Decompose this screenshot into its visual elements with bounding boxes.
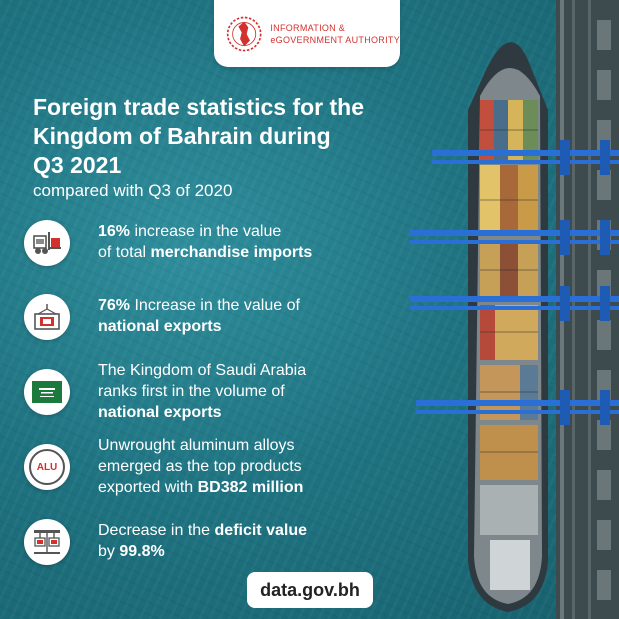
website-link[interactable]: data.gov.bh bbox=[247, 572, 373, 608]
deficit-line2-pre: by bbox=[98, 543, 120, 560]
title-line1: Foreign trade statistics for the bbox=[33, 94, 365, 120]
imports-text: increase in the value bbox=[130, 223, 282, 240]
org-name-line1: INFORMATION & bbox=[270, 22, 346, 33]
saudi-line2: ranks first in the volume of bbox=[98, 383, 285, 400]
aluminum-value: BD382 million bbox=[197, 479, 304, 496]
aluminum-line1: Unwrought aluminum alloys bbox=[98, 437, 295, 454]
exports-stat: 76% Increase in the value of national ex… bbox=[98, 295, 398, 337]
imports-stat: 16% increase in the value of total merch… bbox=[98, 221, 398, 263]
saudi-flag-icon bbox=[24, 369, 70, 415]
exports-text: Increase in the value of bbox=[130, 297, 300, 314]
aluminum-line2: emerged as the top products bbox=[98, 458, 302, 475]
aluminum-stat: Unwrought aluminum alloys emerged as the… bbox=[98, 435, 398, 498]
aluminum-icon: ALU bbox=[24, 444, 70, 490]
imports-label: merchandise imports bbox=[150, 244, 313, 261]
deficit-percent: 99.8% bbox=[119, 543, 165, 560]
forklift-icon bbox=[24, 220, 70, 266]
title-line2: Kingdom of Bahrain during bbox=[33, 123, 331, 149]
aluminum-line3-pre: exported with bbox=[98, 479, 198, 496]
page-subtitle: compared with Q3 of 2020 bbox=[33, 181, 233, 200]
exports-percent: 76% bbox=[98, 297, 131, 314]
imports-percent: 16% bbox=[98, 223, 131, 240]
exports-label: national exports bbox=[98, 318, 222, 335]
saudi-stat: The Kingdom of Saudi Arabia ranks first … bbox=[98, 360, 398, 423]
saudi-label: national exports bbox=[98, 404, 222, 421]
org-name-line2: eGOVERNMENT AUTHORITY bbox=[270, 34, 400, 45]
deficit-line1-pre: Decrease in the bbox=[98, 522, 215, 539]
deficit-label: deficit value bbox=[214, 522, 307, 539]
iga-logo-icon bbox=[226, 16, 262, 51]
header-badge: INFORMATION & eGOVERNMENT AUTHORITY bbox=[214, 0, 400, 67]
imports-text-pre: of total bbox=[98, 244, 151, 261]
title-line3: Q3 2021 bbox=[33, 152, 122, 178]
page-title: Foreign trade statistics for the Kingdom… bbox=[33, 93, 433, 180]
container-icon bbox=[24, 294, 70, 340]
saudi-line1: The Kingdom of Saudi Arabia bbox=[98, 362, 307, 379]
aluminum-icon-text: ALU bbox=[36, 461, 58, 473]
scale-icon bbox=[24, 519, 70, 565]
deficit-stat: Decrease in the deficit value by 99.8% bbox=[98, 520, 398, 562]
